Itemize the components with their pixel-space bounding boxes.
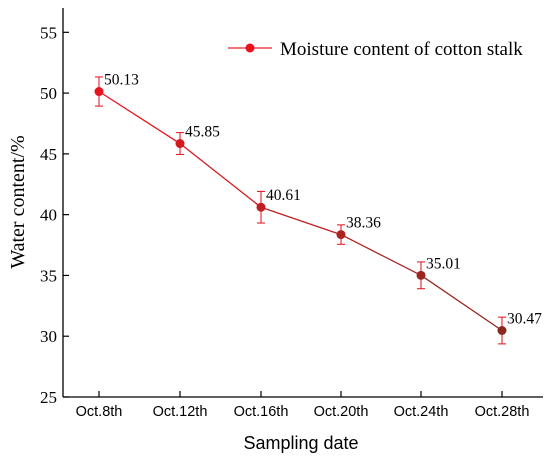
x-tick-label: Oct.28th: [475, 404, 530, 420]
y-tick-label: 30: [40, 327, 57, 346]
y-tick-label: 25: [40, 388, 57, 407]
series-line-segment: [98, 90, 181, 145]
x-tick-label: Oct.20th: [314, 404, 369, 420]
data-point: [94, 87, 104, 97]
y-ticks: 25 30 35 40 45 50 55: [40, 23, 69, 407]
series-line-segment: [420, 274, 503, 332]
data-label: 50.13: [104, 72, 139, 89]
data-label: 38.36: [346, 215, 381, 232]
series-line-segment: [340, 234, 422, 276]
data-label: 35.01: [426, 255, 461, 272]
series-line-segment: [260, 206, 342, 236]
data-point: [497, 326, 507, 336]
x-axis-label: Sampling date: [243, 433, 358, 453]
data-point: [336, 230, 346, 240]
y-tick-label: 50: [40, 84, 57, 103]
data-point: [256, 202, 266, 212]
y-tick-label: 55: [40, 23, 57, 42]
legend: Moisture content of cotton stalk: [228, 39, 523, 60]
y-tick-label: 45: [40, 145, 57, 164]
data-label: 45.85: [185, 124, 220, 141]
x-tick-label: Oct.8th: [76, 404, 123, 420]
y-axis-label: Water content/%: [7, 135, 29, 268]
data-point: [416, 270, 426, 280]
series-line-segment: [179, 143, 262, 208]
legend-label: Moisture content of cotton stalk: [280, 39, 523, 60]
data-label: 40.61: [266, 187, 301, 204]
x-tick-label: Oct.24th: [394, 404, 449, 420]
axes: [62, 8, 543, 398]
y-tick-label: 40: [40, 206, 57, 225]
data-point: [175, 139, 185, 149]
data-label: 30.47: [507, 311, 542, 328]
series: 50.13 45.85 40.61 38.36 35.01 30.47: [94, 72, 542, 345]
legend-marker: [245, 43, 255, 53]
x-ticks: Oct.8th Oct.12th Oct.16th Oct.20th Oct.24th O…: [76, 391, 530, 420]
x-tick-label: Oct.16th: [234, 404, 289, 420]
x-tick-label: Oct.12th: [153, 404, 208, 420]
y-tick-label: 35: [40, 266, 57, 285]
